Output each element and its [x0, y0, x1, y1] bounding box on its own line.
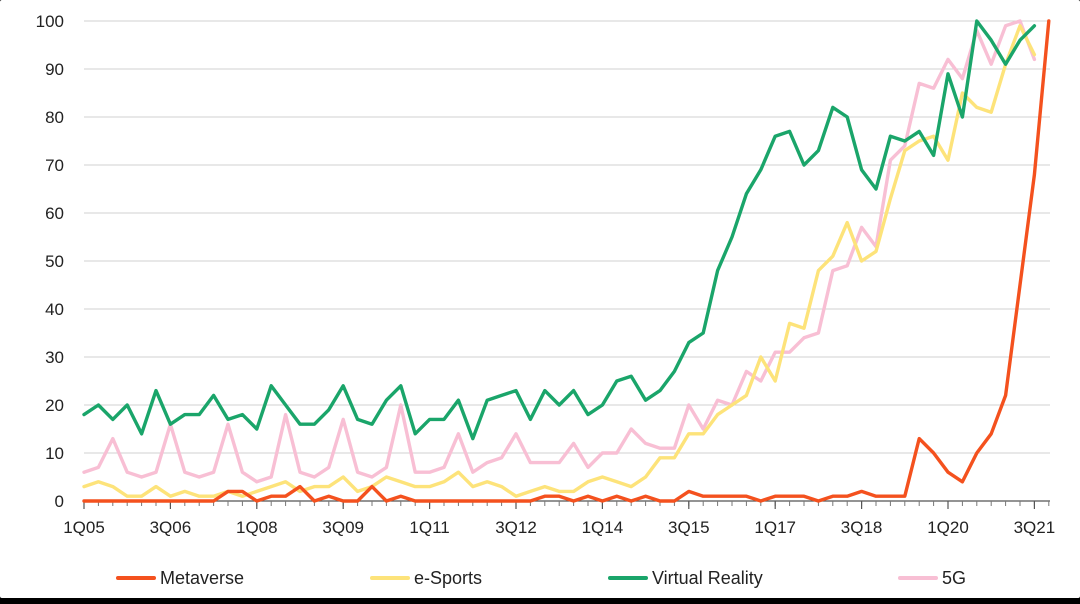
y-tick-label: 90 [45, 60, 64, 79]
y-tick-label: 50 [45, 252, 64, 271]
y-tick-label: 100 [36, 12, 64, 31]
gridlines [84, 20, 1050, 454]
series-line-virtual-reality [82, 19, 1037, 441]
y-tick-label: 30 [45, 348, 64, 367]
legend: Metaverse e-Sports Virtual Reality 5G [116, 568, 966, 588]
x-tick-label: 1Q08 [236, 518, 278, 537]
y-tick-label: 10 [45, 444, 64, 463]
x-tick-label: 1Q17 [754, 518, 796, 537]
x-tick-label: 3Q15 [668, 518, 710, 537]
series-line-metaverse [82, 19, 1051, 503]
series-line-5g [82, 19, 1037, 484]
x-tick-label: 1Q20 [927, 518, 969, 537]
legend-label-e-sports: e-Sports [414, 568, 482, 588]
y-tick-label: 60 [45, 204, 64, 223]
x-tick-label: 3Q06 [150, 518, 192, 537]
y-tick-label: 70 [45, 156, 64, 175]
y-tick-label: 40 [45, 300, 64, 319]
legend-label-5g: 5G [942, 568, 966, 588]
y-tick-label: 0 [55, 492, 64, 511]
series-lines [82, 19, 1051, 503]
x-tick-label: 1Q05 [63, 518, 105, 537]
x-axis: 1Q05 3Q06 1Q08 3Q09 1Q11 3Q12 1Q14 3Q15 1Q17 3Q18… [63, 500, 1056, 537]
y-tick-label: 80 [45, 108, 64, 127]
x-tick-label: 3Q12 [495, 518, 537, 537]
y-axis: 0 10 20 30 40 50 60 70 80 90 100 [36, 12, 64, 511]
y-tick-label: 20 [45, 396, 64, 415]
legend-label-metaverse: Metaverse [160, 568, 244, 588]
x-tick-label: 3Q09 [322, 518, 364, 537]
x-tick-label: 3Q21 [1014, 518, 1056, 537]
x-tick-label: 3Q18 [841, 518, 883, 537]
series-line-e-sports [82, 24, 1037, 498]
legend-label-virtual-reality: Virtual Reality [652, 568, 763, 588]
x-tick-label: 1Q11 [409, 518, 449, 537]
x-tick-label: 1Q14 [582, 518, 624, 537]
